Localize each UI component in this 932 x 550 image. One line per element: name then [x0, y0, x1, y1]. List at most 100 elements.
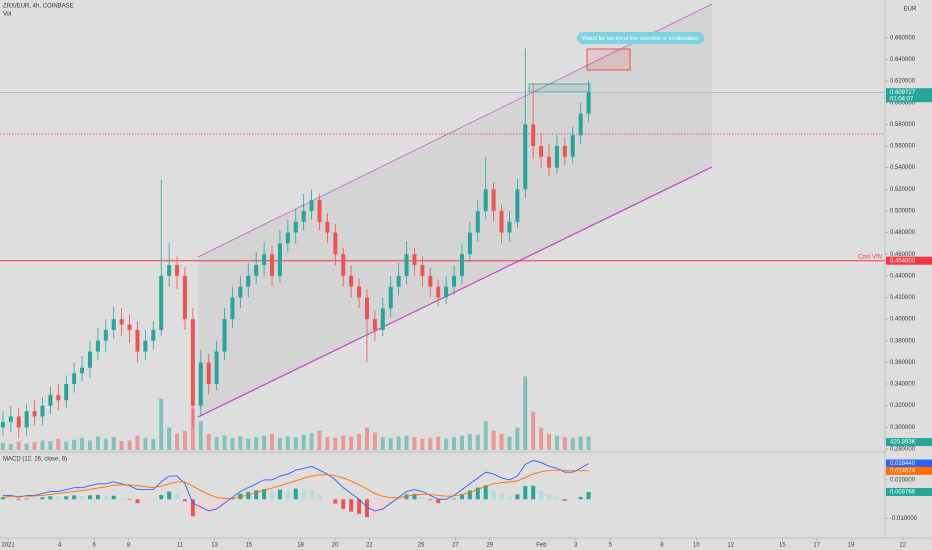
candle-body [467, 232, 472, 255]
volume-bar [539, 427, 544, 450]
macd-histogram-label-box [886, 487, 932, 496]
candle-body [404, 254, 409, 276]
macd-histogram-bar [491, 489, 496, 500]
cost-label-box [886, 256, 932, 265]
price-tick-label: 0.520000 [890, 187, 916, 193]
macd-title: MACD (12, 26, close, 9) [3, 457, 67, 463]
price-tick-label: 0.380000 [890, 338, 916, 344]
volume-bar [412, 437, 417, 450]
time-tick-label: 17 [813, 543, 820, 549]
price-tick-label: 0.400000 [890, 317, 916, 323]
macd-histogram-bar [127, 499, 132, 501]
candle-body [578, 113, 583, 136]
price-tick-label: 0.600000 [890, 100, 916, 106]
macd-signal-label-box [886, 466, 932, 475]
macd-histogram-bar [412, 493, 417, 500]
macd-histogram-bar [246, 491, 251, 500]
target-box [586, 48, 631, 71]
macd-histogram-bar [206, 499, 211, 516]
macd-histogram-bar [570, 499, 575, 501]
volume-bar [491, 430, 496, 450]
macd-histogram-bar [293, 488, 298, 500]
macd-histogram-bar [420, 496, 425, 500]
macd-histogram-bar [95, 495, 100, 500]
candle-body [444, 286, 449, 298]
macd-histogram-bar [40, 497, 45, 500]
candle-body [72, 373, 77, 385]
macd-histogram-bar [24, 498, 29, 500]
volume-bar [167, 427, 172, 450]
volume-bar [388, 437, 393, 450]
volume-bar [467, 434, 472, 450]
macd-histogram-bar [531, 485, 536, 500]
price-timer: 01:04:07 [890, 96, 914, 102]
macd-histogram-bar [483, 485, 488, 500]
price-tick-label: 0.420000 [890, 295, 916, 301]
volume-bar [262, 435, 267, 450]
time-tick-label: 25 [418, 543, 425, 549]
volume-bar [301, 434, 306, 450]
volume-bar [554, 435, 559, 450]
macd-histogram-bar [159, 495, 164, 500]
candle-body [111, 319, 116, 330]
macd-histogram-bar [578, 496, 583, 500]
volume-bar [238, 436, 243, 450]
candle-body [198, 362, 203, 406]
macd-signal-label: 0.014674 [890, 468, 916, 474]
macd-histogram-bar [317, 494, 322, 500]
macd-histogram-bar [380, 499, 385, 512]
macd-histogram-bar [309, 489, 314, 500]
volume-bar [309, 433, 314, 450]
macd-histogram-bar [111, 495, 116, 500]
cost-name: Cost VIN [858, 254, 882, 260]
price-tick-label: 0.280000 [890, 446, 916, 452]
volume-bar [428, 437, 433, 450]
macd-histogram-label: 0.003766 [890, 490, 916, 496]
macd-histogram-bar [301, 489, 306, 500]
volume-bar [547, 434, 552, 450]
candle-body [285, 232, 290, 244]
candle-body [80, 367, 85, 374]
volume-bar [214, 437, 219, 450]
price-tick-label: 0.300000 [890, 425, 916, 431]
candle-body [230, 297, 235, 320]
candle-body [570, 135, 575, 157]
volume-bar [230, 437, 235, 450]
candle-body [309, 200, 314, 211]
volume-bar [372, 432, 377, 450]
volume-label-box [886, 438, 932, 446]
volume-bar [578, 436, 583, 450]
macd-macd-label-box [886, 459, 932, 468]
price-tick-label: 0.540000 [890, 165, 916, 171]
volume-bar [111, 437, 116, 450]
candle-body [428, 275, 433, 287]
candle-body [475, 210, 480, 233]
candle-body [48, 394, 53, 406]
macd-histogram-bar [222, 499, 227, 504]
time-tick-label: 5 [609, 543, 613, 549]
macd-histogram-bar [182, 499, 187, 502]
candle-body [341, 254, 346, 276]
macd-histogram-bar [539, 489, 544, 500]
time-tick-label: 15 [246, 543, 253, 549]
time-tick-label: 22 [366, 543, 373, 549]
macd-histogram-bar [349, 499, 354, 512]
candle-body [182, 275, 187, 320]
volume-bar [48, 441, 53, 450]
candle-body [127, 324, 132, 330]
candle-body [412, 254, 417, 266]
candle-body [491, 189, 496, 211]
volume-bar [459, 435, 464, 450]
volume-bar [56, 438, 61, 450]
volume-bar [175, 434, 180, 450]
macd-histogram-bar [175, 493, 180, 500]
cost-label: 0.454000 [890, 258, 916, 264]
macd-histogram-bar [119, 498, 124, 500]
macd-histogram-bar [167, 491, 172, 500]
volume-bar [562, 437, 567, 450]
volume-bar [586, 436, 591, 450]
candle-body [159, 275, 164, 330]
time-tick-label: 20 [332, 543, 339, 549]
candle-body [270, 254, 275, 276]
